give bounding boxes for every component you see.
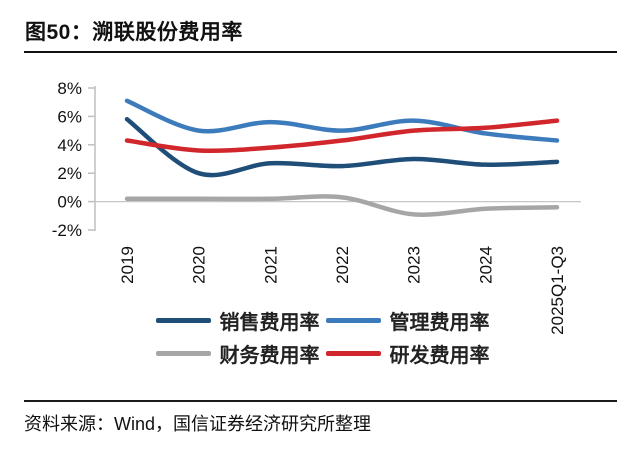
x-tick-label: 2023 bbox=[405, 246, 424, 284]
legend-label: 销售费用率 bbox=[219, 312, 320, 334]
title-divider bbox=[24, 51, 617, 53]
legend-label: 管理费用率 bbox=[389, 312, 490, 334]
legend-row-2: 财务费用率 研发费用率 bbox=[155, 339, 496, 368]
x-tick-label: 2020 bbox=[190, 246, 209, 284]
series-line-财务费用率 bbox=[124, 194, 560, 217]
finance-line-swatch-icon bbox=[155, 351, 211, 356]
legend-item-finance-expense: 财务费用率 bbox=[155, 339, 326, 368]
legend-item-sales-expense: 销售费用率 bbox=[155, 306, 326, 335]
x-tick-label: 2024 bbox=[476, 246, 495, 284]
legend-item-rd-expense: 研发费用率 bbox=[325, 339, 496, 368]
series-line-销售费用率 bbox=[124, 116, 560, 178]
x-tick-label: 2025Q1-Q3 bbox=[548, 246, 567, 335]
y-tick-label: 8% bbox=[57, 79, 82, 98]
page-title: 图50：溯联股份费用率 bbox=[25, 21, 243, 44]
source-note: 资料来源：Wind，国信证券经济研究所整理 bbox=[24, 414, 372, 434]
legend-label: 财务费用率 bbox=[219, 345, 320, 367]
x-tick-label: 2019 bbox=[118, 246, 137, 284]
series-line-管理费用率 bbox=[124, 98, 560, 143]
admin-line-swatch-icon bbox=[325, 318, 381, 323]
footer-divider bbox=[24, 400, 617, 402]
expense-ratio-line-chart: 8% 6% 4% 2% 0% -2% 2019 2020 2021 2022 2023 2024 202… bbox=[52, 79, 581, 335]
y-tick-label: 4% bbox=[57, 136, 82, 155]
legend-label: 研发费用率 bbox=[389, 345, 490, 367]
x-tick-label: 2021 bbox=[261, 246, 280, 284]
y-tick-label: 0% bbox=[57, 193, 82, 212]
sales-line-swatch-icon bbox=[155, 318, 211, 323]
y-tick-label: -2% bbox=[52, 221, 82, 240]
chart-legend: 销售费用率 管理费用率 财务费用率 研发费用率 bbox=[12, 306, 627, 368]
y-tick-label: 2% bbox=[57, 164, 82, 183]
x-tick-label: 2022 bbox=[333, 246, 352, 284]
legend-item-admin-expense: 管理费用率 bbox=[325, 306, 496, 335]
series-line-研发费用率 bbox=[124, 118, 560, 154]
rd-line-swatch-icon bbox=[325, 351, 381, 356]
y-tick-label: 6% bbox=[57, 107, 82, 126]
legend-row-1: 销售费用率 管理费用率 bbox=[155, 306, 496, 335]
